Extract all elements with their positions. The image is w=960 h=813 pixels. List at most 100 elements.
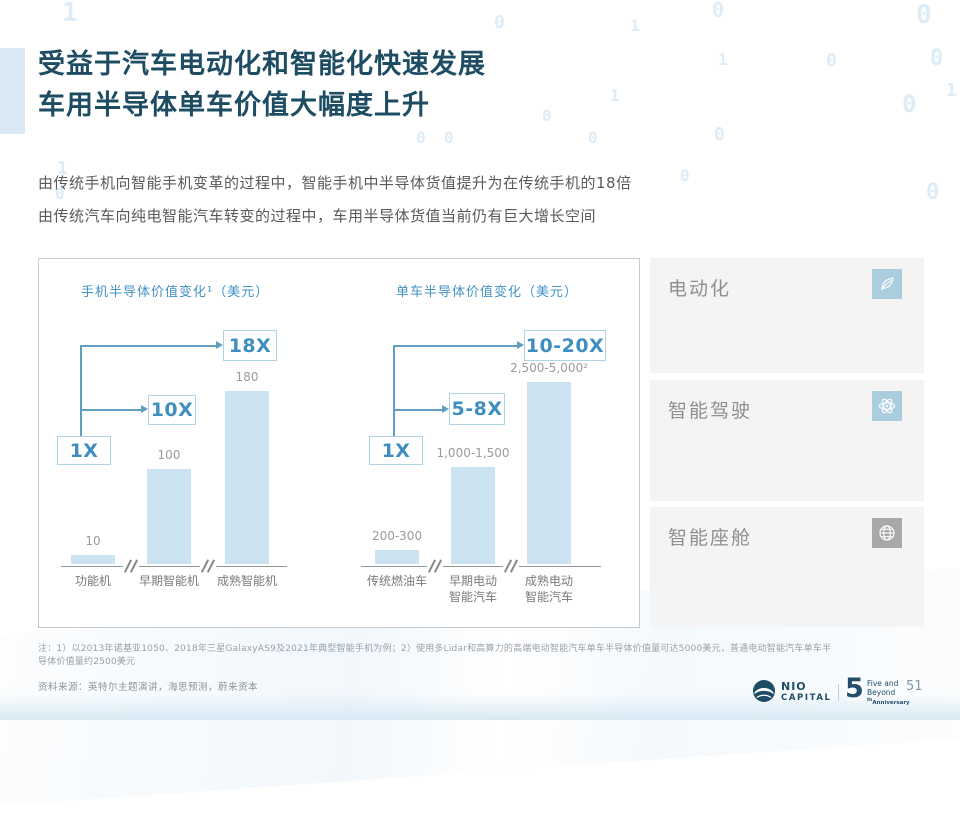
bar-value-label: 180 <box>235 370 259 384</box>
background-digit: 0 <box>714 124 725 145</box>
card-label: 电动化 <box>668 278 732 300</box>
title-line-1: 受益于汽车电动化和智能化快速发展 <box>38 49 486 80</box>
background-digit: 1 <box>630 16 640 35</box>
anniversary-line-3: thAnniversary <box>867 698 910 706</box>
bar-early-smartphone: 100 <box>147 448 191 564</box>
category-label: 早期电动 智能汽车 <box>448 574 497 604</box>
bar-value-label: 1,000-1,500 <box>436 446 510 460</box>
arrow-head-icon <box>141 405 148 413</box>
multiplier-badge-5-8x: 5-8X <box>449 393 505 425</box>
background-digit: 0 <box>926 180 940 205</box>
background-digit: 0 <box>444 128 454 147</box>
multiplier-badge-1x: 1X <box>369 436 423 465</box>
axis-break-icon <box>427 558 443 574</box>
background-digit: 0 <box>494 12 505 33</box>
arrow-line <box>393 345 517 347</box>
leaf-icon <box>872 269 902 299</box>
card-label: 智能驾驶 <box>668 400 753 422</box>
background-digit: 1 <box>57 158 68 179</box>
category-label: 成熟电动 智能汽车 <box>524 574 573 604</box>
background-digit: 0 <box>902 90 917 118</box>
background-digit: 0 <box>916 0 932 30</box>
page-number: 51 <box>906 679 923 694</box>
arrow-line <box>80 346 82 436</box>
multiplier-badge-10-20x: 10-20X <box>524 330 606 361</box>
arrow-head-icon <box>442 405 449 413</box>
arrow-line <box>80 345 216 347</box>
phone-x-axis <box>61 566 287 567</box>
background-digit: 0 <box>542 106 552 125</box>
background-bottom-band <box>0 694 960 720</box>
anniversary-text: Five and Beyond thAnniversary <box>867 680 910 706</box>
vehicle-x-axis <box>361 566 601 567</box>
footer-divider <box>838 684 839 701</box>
background-digit: 0 <box>930 46 944 71</box>
footnote: 注：1）以2013年诺基亚1050、2018年三星GalaxyAS9及2021年… <box>38 644 832 667</box>
title-accent-bar <box>0 48 25 134</box>
bar <box>225 391 269 564</box>
category-label: 功能机 <box>74 574 111 588</box>
axis-break-icon <box>503 558 519 574</box>
brand-line-2: CAPITAL <box>781 693 832 703</box>
arrow-head-icon <box>517 341 524 349</box>
intro-text: 由传统手机向智能手机变革的过程中，智能手机中半导体货值提升为在传统手机的18倍 … <box>38 167 632 233</box>
bar-traditional-ice: 200-300 <box>371 529 423 564</box>
arrow-line <box>80 409 141 411</box>
bar-early-smart-ev: 1,000-1,500 <box>436 446 510 564</box>
chart-panel: 手机半导体价值变化¹（美元） 10 100 180 功能机 早期智能机 成熟智能… <box>38 258 640 628</box>
category-label: 传统燃油车 <box>366 574 427 588</box>
bar-value-label: 2,500-5,000² <box>510 361 588 375</box>
anniversary-sub: Anniversary <box>872 699 910 706</box>
bar-mature-smart-ev: 2,500-5,000² <box>510 361 588 564</box>
sidebar-card-smart-driving: 智能驾驶 <box>650 380 924 501</box>
arrow-line <box>393 409 442 411</box>
card-label: 智能座舱 <box>668 527 753 549</box>
multiplier-badge-18x: 18X <box>223 330 277 361</box>
axis-break-icon <box>200 558 216 574</box>
anniversary-5-logo: 5 <box>845 673 864 704</box>
background-digit: 0 <box>680 166 690 185</box>
phone-chart-title: 手机半导体价值变化¹（美元） <box>81 285 270 300</box>
bar-feature-phone: 10 <box>71 534 115 564</box>
anniversary-line-1: Five and <box>867 679 899 688</box>
globe-icon <box>872 518 902 548</box>
bar <box>147 469 191 564</box>
background-digit: 0 <box>55 184 65 203</box>
brand-line-1: NIO <box>781 680 807 693</box>
category-label: 早期智能机 <box>138 574 199 588</box>
intro-line-1: 由传统手机向智能手机变革的过程中，智能手机中半导体货值提升为在传统手机的18倍 <box>38 174 632 192</box>
bar <box>527 382 571 564</box>
nio-capital-wordmark: NIO CAPITAL <box>781 681 832 703</box>
bar-value-label: 200-300 <box>371 529 423 543</box>
category-label: 成熟智能机 <box>216 574 277 588</box>
sidebar-card-electrification: 电动化 <box>650 258 924 373</box>
arrow-line <box>393 346 395 436</box>
arrow-head-icon <box>216 341 223 349</box>
background-digit: 0 <box>588 128 598 147</box>
title-line-2: 车用半导体单车价值大幅度上升 <box>38 90 430 121</box>
background-digit: 0 <box>416 128 426 147</box>
axis-break-icon <box>123 558 139 574</box>
bar-mature-smartphone: 180 <box>225 370 269 564</box>
bar <box>375 550 419 564</box>
background-digit: 1 <box>718 50 728 69</box>
background-digit: 0 <box>826 50 837 71</box>
bar-value-label: 100 <box>157 448 181 462</box>
background-digit: 1 <box>946 80 957 101</box>
bar <box>451 467 495 564</box>
multiplier-badge-10x: 10X <box>148 395 196 425</box>
background-digit: 1 <box>610 86 620 105</box>
multiplier-badge-1x: 1X <box>57 436 111 465</box>
atom-icon <box>872 391 902 421</box>
nio-logo-icon <box>752 679 776 703</box>
intro-line-2: 由传统汽车向纯电智能汽车转变的过程中，车用半导体货值当前仍有巨大增长空间 <box>38 207 597 225</box>
source-note: 资料来源：英特尔主题演讲，海思预测，蔚来资本 <box>38 682 259 693</box>
sidebar-card-smart-cockpit: 智能座舱 <box>650 507 924 627</box>
background-digit: 0 <box>712 0 725 22</box>
bar <box>71 555 115 564</box>
page-title: 受益于汽车电动化和智能化快速发展 车用半导体单车价值大幅度上升 <box>38 44 486 126</box>
anniversary-th: th <box>867 698 873 703</box>
background-digit: 1 <box>62 0 78 28</box>
vehicle-chart-title: 单车半导体价值变化（美元） <box>396 285 579 300</box>
anniversary-line-2: Beyond <box>867 688 896 697</box>
